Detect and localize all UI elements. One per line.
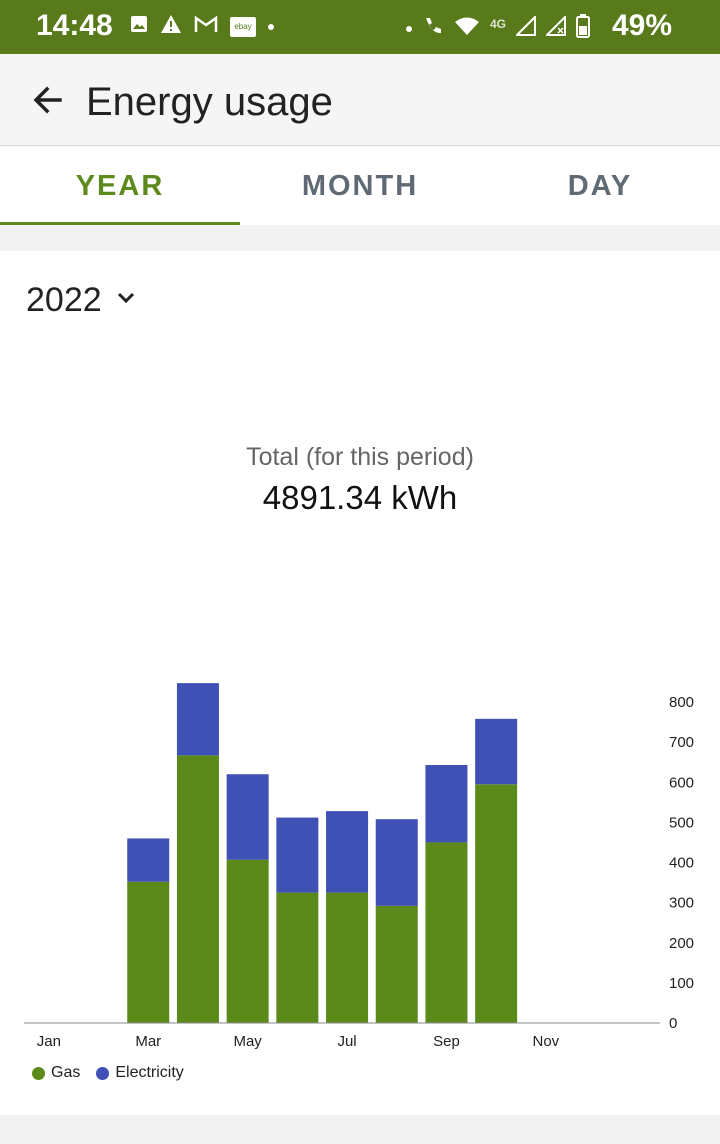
x-tick-label: Jan xyxy=(37,1033,61,1050)
wifi-icon xyxy=(454,16,480,41)
x-tick-label: Mar xyxy=(135,1033,161,1050)
bar-gas-jul xyxy=(326,892,369,1023)
energy-usage-chart: 0 100 200 300 400 500 600 700 800 Jan Mar May Jul Sep… xyxy=(24,683,694,1050)
bar-electricity-may xyxy=(226,774,269,860)
status-bar: 14:48 ebay 4G 49% xyxy=(0,0,720,54)
bar-gas-sep xyxy=(425,842,468,1023)
bar-electricity-aug xyxy=(375,819,418,906)
y-tick-label: 800 xyxy=(669,694,694,711)
total-value: 4891.34 kWh xyxy=(262,479,458,516)
tab-month[interactable]: MONTH xyxy=(301,170,419,202)
bar-electricity-mar xyxy=(127,838,170,882)
y-tick-label: 0 xyxy=(669,1015,677,1032)
arrow-back-icon[interactable] xyxy=(30,82,66,118)
y-tick-label: 500 xyxy=(669,814,694,831)
notification-dot-icon xyxy=(268,23,274,30)
x-tick-label: Nov xyxy=(533,1033,560,1050)
bar-electricity-oct xyxy=(475,718,518,785)
tab-day[interactable]: DAY xyxy=(567,170,633,202)
bar-electricity-jul xyxy=(326,811,369,893)
year-value: 2022 xyxy=(26,281,102,319)
y-tick-label: 300 xyxy=(669,895,694,912)
total-label: Total (for this period) xyxy=(246,443,474,471)
bar-gas-apr xyxy=(176,755,219,1023)
call-wifi-icon xyxy=(422,15,444,42)
x-tick-label: Jul xyxy=(337,1033,356,1050)
y-tick-label: 700 xyxy=(669,734,694,751)
bar-electricity-apr xyxy=(176,683,219,756)
y-tick-label: 200 xyxy=(669,935,694,952)
warning-icon xyxy=(160,14,182,39)
year-dropdown[interactable]: 2022 xyxy=(26,281,136,320)
battery-percentage: 49% xyxy=(611,9,672,42)
bar-electricity-jun xyxy=(276,817,319,893)
network-type-label: 4G xyxy=(489,16,506,31)
x-tick-label: May xyxy=(233,1033,262,1050)
y-tick-label: 100 xyxy=(669,975,694,992)
ebay-icon: ebay xyxy=(230,16,256,37)
bar-gas-mar xyxy=(127,881,170,1023)
legend-electricity-swatch xyxy=(96,1066,110,1080)
page-title: Energy usage xyxy=(86,80,333,124)
bar-gas-may xyxy=(226,859,269,1023)
x-tick-label: Sep xyxy=(433,1033,460,1050)
bar-gas-oct xyxy=(475,784,518,1023)
y-tick-label: 600 xyxy=(669,774,694,791)
image-icon xyxy=(130,15,148,38)
signal-x-icon xyxy=(544,14,566,41)
y-tick-label: 400 xyxy=(669,855,694,872)
legend-gas-label: Gas xyxy=(51,1064,81,1081)
legend-item-gas: Gas xyxy=(32,1064,80,1082)
usage-card: 2022 Total (for this period) 4891.34 kWh… xyxy=(0,251,720,1115)
legend-gas-swatch xyxy=(32,1066,45,1080)
status-time: 14:48 xyxy=(36,9,113,42)
battery-icon xyxy=(576,14,590,43)
legend-electricity-label: Electricity xyxy=(115,1064,184,1081)
chevron-down-icon xyxy=(116,291,136,310)
app-bar: Energy usage xyxy=(0,54,720,146)
period-tabs: YEAR MONTH DAY xyxy=(0,147,720,225)
bar-gas-aug xyxy=(375,905,418,1023)
legend-item-electricity: Electricity xyxy=(96,1064,184,1082)
gmail-icon xyxy=(194,15,218,38)
signal-icon xyxy=(514,14,536,41)
chart-legend: Gas Electricity xyxy=(32,1064,200,1082)
tab-year[interactable]: YEAR xyxy=(0,147,240,225)
bar-electricity-sep xyxy=(425,764,468,843)
bar-gas-jun xyxy=(276,892,319,1023)
notification-dot-icon xyxy=(405,25,412,32)
